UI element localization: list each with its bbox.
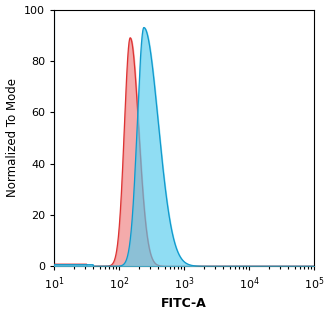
Y-axis label: Normalized To Mode: Normalized To Mode [6, 78, 18, 198]
X-axis label: FITC-A: FITC-A [161, 297, 207, 310]
